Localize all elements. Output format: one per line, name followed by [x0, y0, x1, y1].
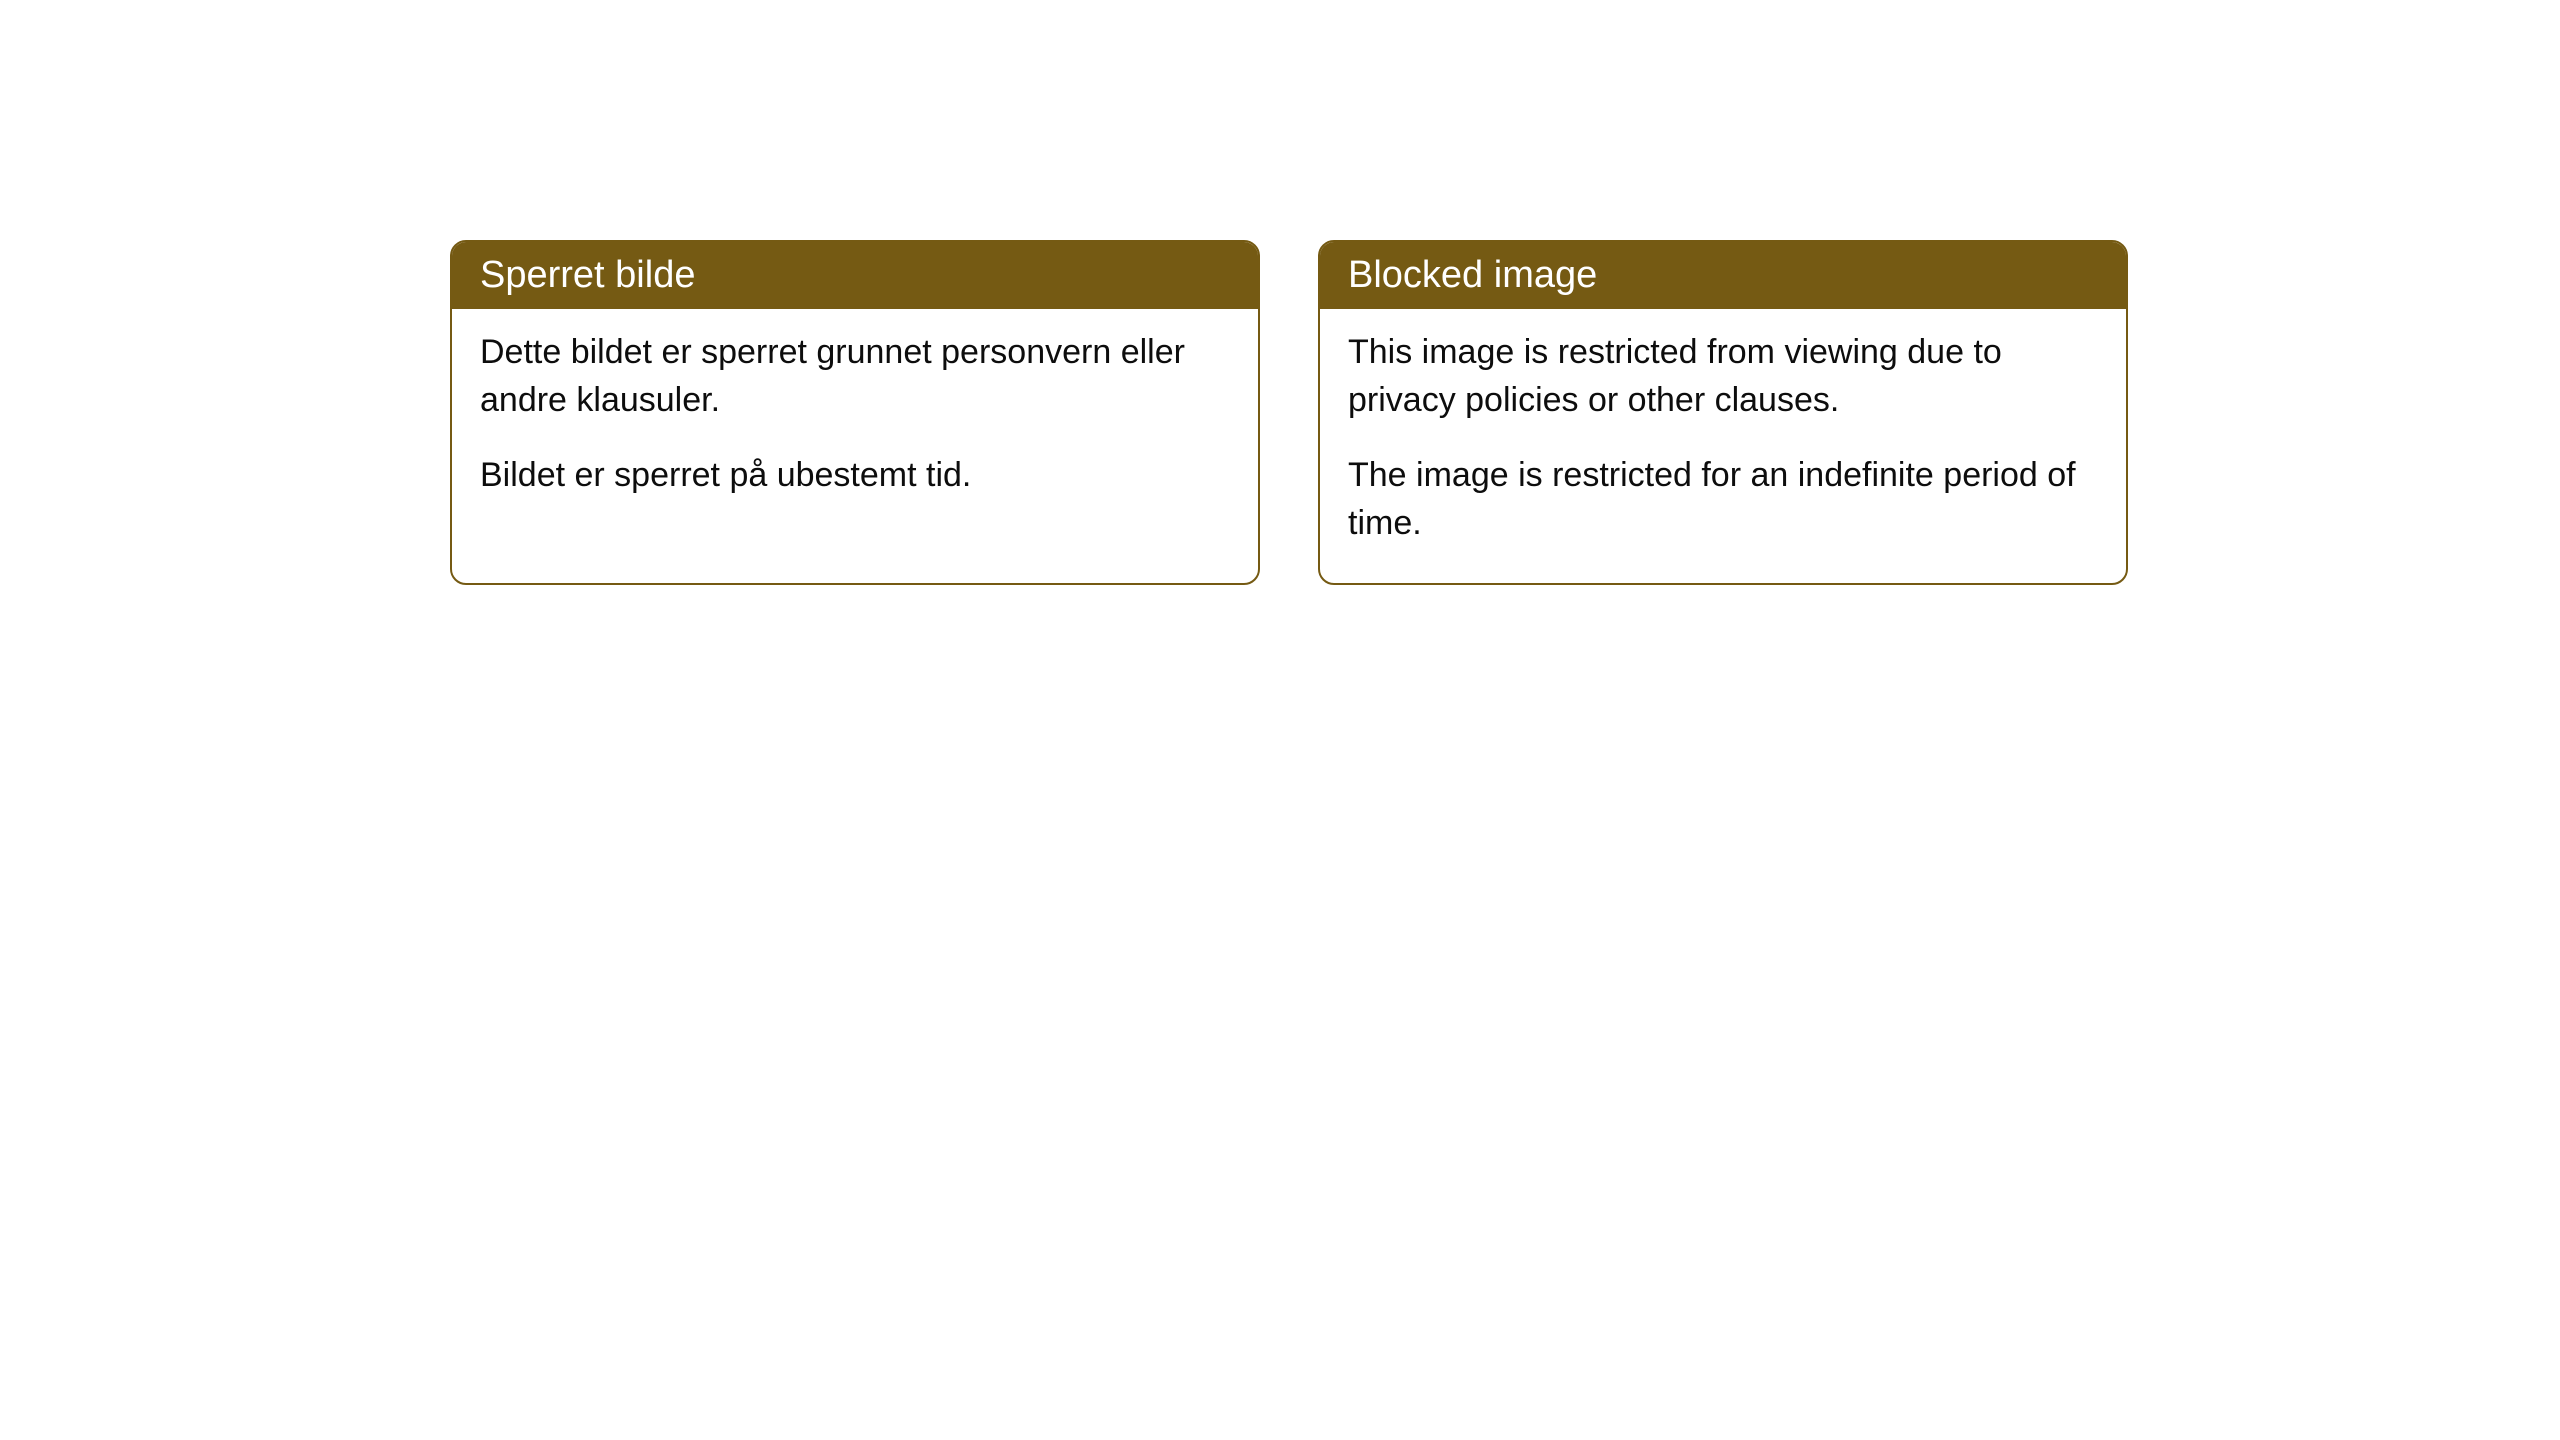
card-paragraph: This image is restricted from viewing du…	[1348, 329, 2098, 424]
card-title: Sperret bilde	[480, 254, 695, 296]
card-paragraph: The image is restricted for an indefinit…	[1348, 452, 2098, 547]
card-paragraph: Dette bildet er sperret grunnet personve…	[480, 329, 1230, 424]
notice-card-norwegian: Sperret bilde Dette bildet er sperret gr…	[450, 240, 1260, 585]
card-paragraph: Bildet er sperret på ubestemt tid.	[480, 452, 1230, 500]
card-header: Blocked image	[1320, 242, 2126, 309]
card-body: Dette bildet er sperret grunnet personve…	[452, 309, 1258, 536]
card-header: Sperret bilde	[452, 242, 1258, 309]
card-body: This image is restricted from viewing du…	[1320, 309, 2126, 583]
notice-cards-container: Sperret bilde Dette bildet er sperret gr…	[450, 240, 2128, 585]
notice-card-english: Blocked image This image is restricted f…	[1318, 240, 2128, 585]
card-title: Blocked image	[1348, 254, 1597, 296]
